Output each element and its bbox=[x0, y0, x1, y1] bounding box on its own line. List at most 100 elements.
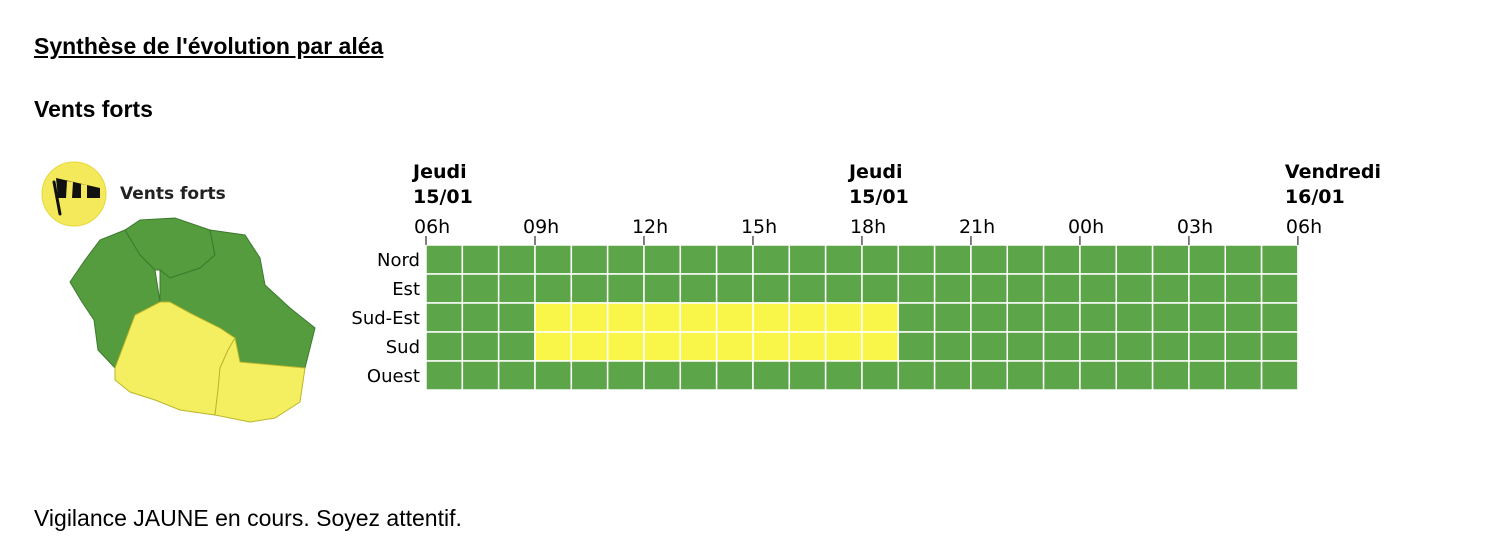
heatmap-cell bbox=[1079, 273, 1118, 304]
heatmap-cell bbox=[461, 302, 500, 333]
time-tick-marks bbox=[425, 236, 1299, 245]
heatmap-cell bbox=[1042, 273, 1081, 304]
heatmap-cell bbox=[824, 360, 863, 391]
heatmap-cell bbox=[1260, 331, 1299, 362]
heatmap-cell bbox=[679, 244, 718, 275]
region-label: Sud bbox=[386, 337, 420, 358]
heatmap-cell bbox=[933, 331, 972, 362]
heatmap-cell bbox=[425, 331, 464, 362]
heatmap-cell bbox=[1079, 331, 1118, 362]
heatmap-cell bbox=[1042, 244, 1081, 275]
heatmap-cell bbox=[534, 273, 573, 304]
region-label: Ouest bbox=[367, 366, 420, 387]
heatmap-cell bbox=[970, 273, 1009, 304]
page-title: Synthèse de l'évolution par aléa bbox=[34, 33, 384, 59]
heatmap-cell bbox=[534, 302, 573, 333]
heatmap-cell bbox=[861, 302, 900, 333]
region-map-group bbox=[69, 217, 316, 423]
heatmap-cell bbox=[497, 273, 536, 304]
heatmap-cell bbox=[1115, 244, 1154, 275]
heatmap-cell bbox=[1115, 273, 1154, 304]
heatmap-cell bbox=[897, 331, 936, 362]
heatmap-cell bbox=[570, 273, 609, 304]
heatmap-cell bbox=[606, 244, 645, 275]
heatmap-cell bbox=[461, 273, 500, 304]
heatmap-cell bbox=[752, 273, 791, 304]
heatmap-cell bbox=[425, 360, 464, 391]
heatmap-cell bbox=[824, 331, 863, 362]
heatmap-cell bbox=[788, 302, 827, 333]
heatmap-cell bbox=[1042, 360, 1081, 391]
heatmap-cell bbox=[1006, 273, 1045, 304]
heatmap-cell bbox=[715, 360, 754, 391]
heatmap-cell bbox=[788, 244, 827, 275]
heatmap-cell bbox=[1224, 360, 1263, 391]
heatmap-cell bbox=[643, 302, 682, 333]
heatmap-cell bbox=[497, 360, 536, 391]
heatmap-cell bbox=[788, 331, 827, 362]
heatmap-cell bbox=[1079, 244, 1118, 275]
heatmap-cell bbox=[861, 273, 900, 304]
heatmap-cell bbox=[643, 331, 682, 362]
heatmap-cells bbox=[425, 244, 1299, 391]
heatmap-cell bbox=[933, 302, 972, 333]
heatmap-cell bbox=[1224, 302, 1263, 333]
time-tick-label: 06h bbox=[1286, 216, 1322, 238]
heatmap-cell bbox=[1151, 302, 1190, 333]
heatmap-cell bbox=[824, 244, 863, 275]
region-label: Nord bbox=[377, 250, 420, 271]
heatmap-cell bbox=[752, 360, 791, 391]
date-day-label: Jeudi bbox=[411, 161, 467, 183]
heatmap-cell bbox=[1224, 273, 1263, 304]
heatmap-cell bbox=[1079, 302, 1118, 333]
heatmap-cell bbox=[788, 273, 827, 304]
heatmap-cell bbox=[570, 244, 609, 275]
heatmap-cell bbox=[897, 302, 936, 333]
heatmap-cell bbox=[570, 331, 609, 362]
heatmap-cell bbox=[1006, 302, 1045, 333]
heatmap-cell bbox=[1006, 244, 1045, 275]
heatmap-cell bbox=[861, 244, 900, 275]
heatmap-cell bbox=[1079, 360, 1118, 391]
heatmap-cell bbox=[606, 273, 645, 304]
date-label: 15/01 bbox=[849, 186, 909, 208]
windsock-icon bbox=[41, 161, 107, 227]
heatmap-cell bbox=[1115, 360, 1154, 391]
heatmap-cell bbox=[752, 244, 791, 275]
heatmap-cell bbox=[824, 302, 863, 333]
heatmap-cell bbox=[497, 244, 536, 275]
heatmap-cell bbox=[788, 360, 827, 391]
heatmap-cell bbox=[897, 244, 936, 275]
heatmap-cell bbox=[679, 273, 718, 304]
heatmap-cell bbox=[1260, 244, 1299, 275]
heatmap-cell bbox=[1006, 331, 1045, 362]
heatmap-cell bbox=[679, 360, 718, 391]
heatmap-cell bbox=[1224, 244, 1263, 275]
heatmap-cell bbox=[861, 360, 900, 391]
heatmap-cell bbox=[1151, 244, 1190, 275]
heatmap-cell bbox=[715, 244, 754, 275]
heatmap-cell bbox=[715, 302, 754, 333]
heatmap-cell bbox=[1260, 360, 1299, 391]
region-labels: Nord Est Sud-Est Sud Ouest bbox=[351, 250, 420, 387]
icon-label: Vents forts bbox=[120, 184, 226, 204]
heatmap-cell bbox=[752, 302, 791, 333]
heatmap-cell bbox=[425, 273, 464, 304]
heatmap-cell bbox=[933, 244, 972, 275]
heatmap-cell bbox=[461, 360, 500, 391]
heatmap-cell bbox=[897, 273, 936, 304]
heatmap-cell bbox=[606, 302, 645, 333]
heatmap-cell bbox=[1006, 360, 1045, 391]
heatmap-cell bbox=[461, 244, 500, 275]
heatmap-cell bbox=[970, 331, 1009, 362]
heatmap-cell bbox=[1115, 331, 1154, 362]
heatmap-cell bbox=[534, 360, 573, 391]
heatmap-cell bbox=[1042, 302, 1081, 333]
heatmap-cell bbox=[1042, 331, 1081, 362]
heatmap-cell bbox=[861, 331, 900, 362]
island-map bbox=[69, 217, 316, 423]
heatmap-cell bbox=[643, 273, 682, 304]
date-label: 15/01 bbox=[413, 186, 473, 208]
heatmap-cell bbox=[1115, 302, 1154, 333]
date-label: 16/01 bbox=[1285, 186, 1345, 208]
